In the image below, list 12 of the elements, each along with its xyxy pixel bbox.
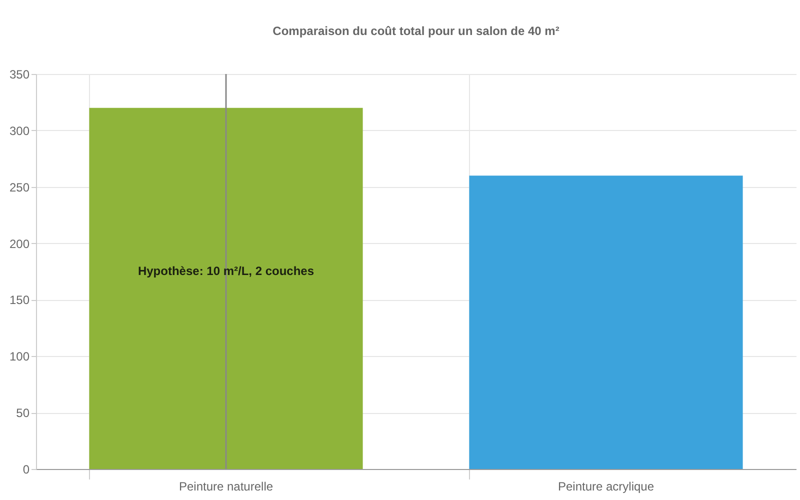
y-tick-label: 250 [9,180,30,194]
y-tick-label: 350 [9,68,30,82]
y-tick-label: 0 [22,462,30,476]
x-tick-label: Peinture naturelle [178,480,274,494]
ref-line-label: Hypothèse: 10 m²/L, 2 couches [138,264,314,278]
y-tick-label: 300 [9,124,30,138]
y-tick-label: 50 [16,406,30,420]
y-tick-label: 150 [9,293,30,308]
y-tick-label: 100 [9,350,30,364]
chart-title: Comparaison du coût total pour un salon de 40 m² [272,24,560,38]
y-tick-label: 200 [9,236,30,251]
x-tick-label: Peinture acrylique [558,480,654,494]
